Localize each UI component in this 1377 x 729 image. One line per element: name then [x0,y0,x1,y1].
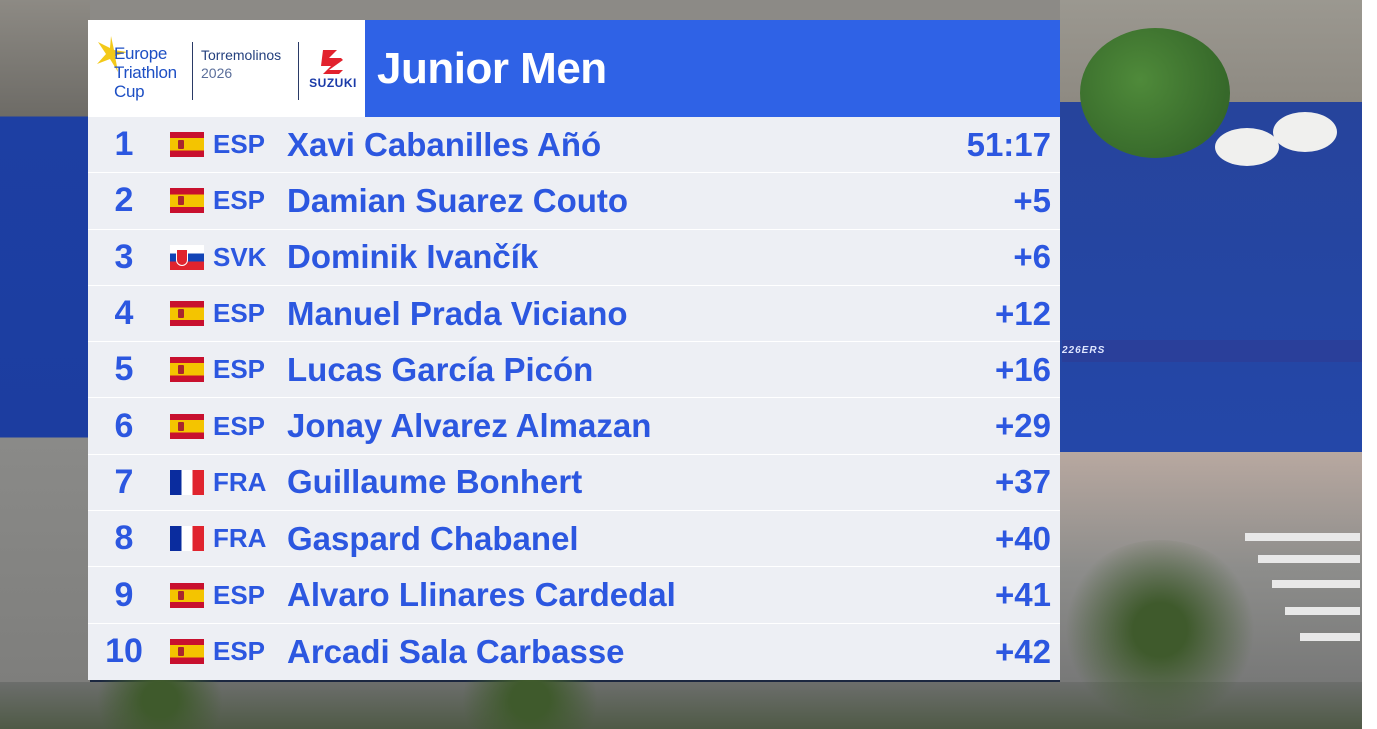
time-gap: +5 [1013,181,1051,219]
country-code: ESP [213,579,266,610]
athlete-name: Damian Suarez Couto [287,181,629,219]
result-row: 7 FRA Guillaume Bonhert +37 [88,454,1060,512]
country-code: ESP [213,636,266,667]
umbrella [1215,128,1279,166]
athlete-name: Xavi Cabanilles Añó [287,125,602,163]
rank: 3 [114,237,134,276]
flag-svk-icon [170,244,204,270]
athlete-name: Alvaro Llinares Cardedal [287,576,676,614]
result-row: 8 FRA Gaspard Chabanel +40 [88,511,1060,568]
flag-esp-icon [170,301,204,327]
athlete-name: Guillaume Bonhert [287,463,583,501]
athlete-name: Arcadi Sala Carbasse [287,632,625,670]
flag-esp-icon [170,132,204,158]
result-row: 1 ESP Xavi Cabanilles Añó 51:17 [88,117,1060,174]
athlete-name: Dominik Ivančík [287,238,539,276]
result-row: 10 ESP Arcadi Sala Carbasse +42 [88,623,1060,680]
athlete-name: Lucas García Picón [287,350,594,388]
rank: 2 [114,181,134,220]
country-code: ESP [213,354,266,385]
finish-time: 51:17 [966,125,1051,163]
palm-tree [1060,540,1260,720]
country-code: ESP [213,298,266,329]
flag-esp-icon [170,357,204,383]
results-header: Europe Triathlon Cup Torremolinos 2026 S… [88,20,1060,117]
results-list: 1 ESP Xavi Cabanilles Añó 51:17 2 ESP Da… [88,117,1060,680]
rank: 6 [114,406,134,445]
time-gap: +37 [995,463,1051,501]
flag-esp-icon [170,582,204,608]
umbrella [1273,112,1337,152]
rank: 1 [114,125,134,164]
results-panel: Europe Triathlon Cup Torremolinos 2026 S… [88,20,1060,680]
result-row: 3 SVK Dominik Ivančík +6 [88,229,1060,286]
country-code: FRA [213,466,267,497]
rank: 9 [114,575,134,614]
time-gap: +29 [995,407,1051,445]
country-code: SVK [213,241,267,272]
crosswalk-stripe [1272,580,1360,588]
sponsor-banner: 226ERS [1062,340,1362,362]
tree [1080,28,1230,158]
rank: 4 [114,294,134,333]
crosswalk-stripe [1300,633,1360,641]
athlete-name: Gaspard Chabanel [287,519,579,557]
suzuki-s-icon [321,50,343,74]
rank: 7 [114,462,134,501]
time-gap: +42 [995,632,1051,670]
event-logo-line: Triathlon [114,63,177,82]
result-row: 9 ESP Alvaro Llinares Cardedal +41 [88,567,1060,624]
athlete-name: Manuel Prada Viciano [287,294,628,332]
venue-year: 2026 [201,65,233,81]
result-row: 4 ESP Manuel Prada Viciano +12 [88,285,1060,343]
frame-edge [1362,0,1377,729]
flag-fra-icon [170,469,204,495]
event-logo-line: Europe [114,44,168,63]
time-gap: +6 [1013,238,1051,276]
background-left-street [0,0,90,729]
time-gap: +40 [995,519,1051,557]
time-gap: +16 [995,350,1051,388]
result-row: 5 ESP Lucas García Picón +16 [88,342,1060,399]
country-code: ESP [213,129,266,160]
country-code: ESP [213,410,266,441]
rank: 10 [105,632,143,671]
crosswalk-stripe [1245,533,1360,541]
event-logo: Europe Triathlon Cup [114,44,177,101]
category-title: Junior Men [377,44,607,93]
background-top-street [90,0,1060,22]
flag-fra-icon [170,526,204,552]
divider [192,42,193,100]
rank: 5 [114,350,134,389]
flag-esp-icon [170,413,204,439]
venue-name: Torremolinos [201,47,282,63]
rank: 8 [114,519,134,558]
crosswalk-stripe [1285,607,1360,615]
sponsor-name: SUZUKI [309,76,357,90]
divider [298,42,299,100]
time-gap: +41 [995,576,1051,614]
country-code: FRA [213,523,267,554]
result-row: 6 ESP Jonay Alvarez Almazan +29 [88,398,1060,455]
venue-info: Torremolinos 2026 [201,46,281,82]
result-row: 2 ESP Damian Suarez Couto +5 [88,173,1060,230]
country-code: ESP [213,185,266,216]
star-icon [97,36,127,72]
sponsor-logo: SUZUKI [302,46,364,90]
logo-box: Europe Triathlon Cup Torremolinos 2026 S… [88,20,365,117]
event-logo-line: Cup [114,82,145,101]
athlete-name: Jonay Alvarez Almazan [287,407,652,445]
time-gap: +12 [995,294,1051,332]
flag-esp-icon [170,188,204,214]
flag-esp-icon [170,639,204,665]
crosswalk-stripe [1258,555,1360,563]
banner-text: 226ERS [1062,345,1106,356]
